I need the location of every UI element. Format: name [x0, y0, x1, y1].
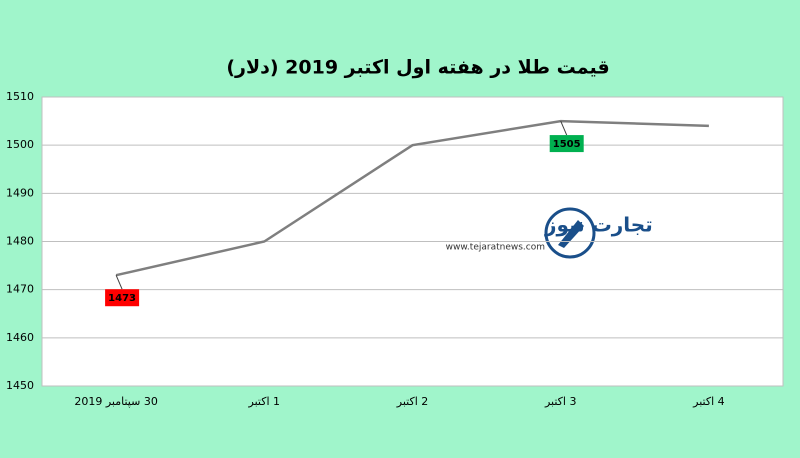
y-tick-label: 1470: [6, 283, 34, 296]
watermark-name: تجارت نیوز: [544, 213, 653, 237]
x-tick-label: 30 سپتامبر 2019: [74, 395, 157, 408]
x-tick-label: 2 اکتبر: [396, 395, 429, 408]
label-leader: [115, 275, 123, 290]
y-tick-label: 1480: [6, 235, 34, 248]
data-line: [115, 119, 709, 277]
data-label-box: [105, 289, 140, 307]
y-tick-label: 1460: [6, 331, 34, 344]
label-leader: [560, 120, 568, 136]
data-label: 1505: [553, 139, 581, 150]
x-tick-label: 4 اکتبر: [692, 395, 725, 408]
data-label: 1473: [108, 293, 136, 304]
y-tick-label: 1490: [6, 186, 34, 199]
data-label-box: [549, 135, 584, 153]
y-tick-label: 1510: [6, 90, 34, 103]
chart-title: قیمت طلا در هفته اول اکتبر 2019 (دلار): [226, 57, 609, 79]
x-tick-label: 3 اکتبر: [544, 395, 577, 408]
watermark-url: www.tejaratnews.com: [446, 243, 545, 253]
watermark: تجارت نیوز www.tejaratnews.com: [446, 207, 653, 259]
y-tick-label: 1450: [6, 379, 34, 392]
y-tick-label: 1500: [6, 138, 34, 151]
x-tick-label: 1 اکتبر: [248, 395, 281, 408]
